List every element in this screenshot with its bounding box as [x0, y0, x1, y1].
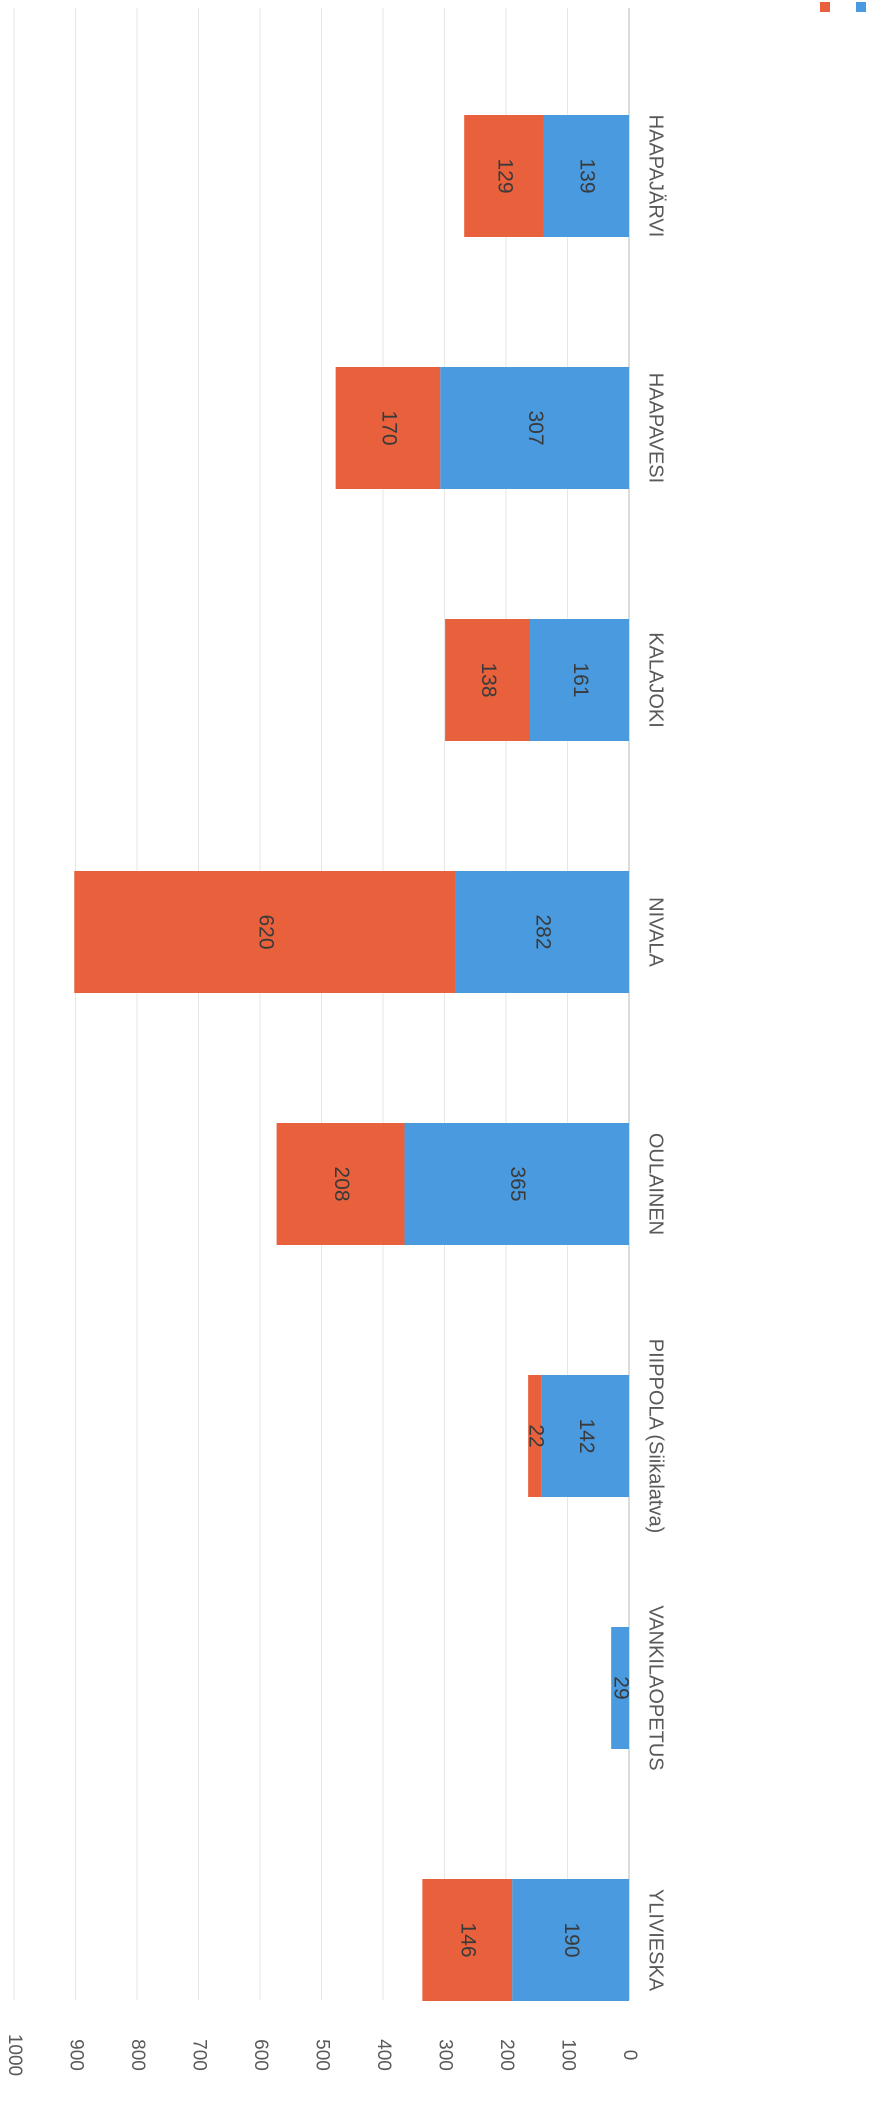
y-tick-label: 200 [496, 2039, 517, 2071]
data-label: 307 [524, 410, 547, 445]
data-label: 29 [610, 1676, 633, 1699]
data-label: 139 [576, 158, 599, 193]
y-tick-label: 0 [619, 2050, 640, 2061]
gridlines [13, 8, 630, 2000]
data-label: 22 [524, 1424, 547, 1447]
y-axis-ticks: 0 100 200 300 400 500 600 700 800 900 1000 [4, 2034, 640, 2076]
data-label: 129 [493, 158, 516, 193]
bar-segment [440, 367, 629, 489]
category-label: VANKILAOPETUS [645, 1605, 667, 1770]
category-label: OULAINEN [645, 1133, 667, 1235]
category-labels: HAAPAJÄRVI HAAPAVESI KALAJOKI NIVALA OULAINE… [645, 115, 667, 1992]
bar-segment [541, 1375, 629, 1497]
y-tick-label: 800 [127, 2039, 148, 2071]
y-tick-label: 600 [250, 2039, 271, 2071]
y-tick-label: 900 [65, 2039, 86, 2071]
bar-segment [74, 871, 456, 993]
legend-swatch [856, 2, 866, 12]
bar-segment [529, 619, 629, 741]
category-label: PIIPPOLA (Siikalatva) [645, 1339, 667, 1534]
category-label: YLIVIESKA [645, 1889, 667, 1992]
bar-segment [611, 1627, 629, 1749]
y-tick-label: 100 [557, 2039, 578, 2071]
data-label: 620 [254, 914, 277, 949]
y-tick-label: 400 [373, 2039, 394, 2071]
data-label: 365 [506, 1166, 529, 1201]
category-label: KALAJOKI [645, 632, 667, 728]
data-label: 146 [457, 1922, 480, 1957]
data-label: 138 [477, 662, 500, 697]
legend [820, 2, 866, 12]
bar-segment [543, 115, 629, 237]
bar-segment [528, 1375, 542, 1497]
y-tick-label: 500 [311, 2039, 332, 2071]
bars: 139 129 307 170 161 138 282 620 365 208 142 22 29 190… [74, 115, 633, 2001]
category-label: NIVALA [645, 897, 667, 967]
bar-segment [445, 619, 530, 741]
category-label: HAAPAJÄRVI [645, 115, 667, 238]
data-label: 190 [560, 1922, 583, 1957]
bar-segment [512, 1879, 629, 2001]
bar-segment [464, 115, 544, 237]
data-label: 142 [575, 1418, 598, 1453]
bar-segment [404, 1123, 629, 1245]
data-label: 282 [532, 914, 555, 949]
bar-segment [335, 367, 441, 489]
data-label: 170 [377, 410, 400, 445]
bar-segment [276, 1123, 405, 1245]
category-label: HAAPAVESI [645, 373, 667, 483]
data-label: 208 [330, 1166, 353, 1201]
bar-segment [455, 871, 629, 993]
y-tick-label: 300 [434, 2039, 455, 2071]
bar-segment [422, 1879, 513, 2001]
legend-swatch [820, 2, 830, 12]
y-tick-label: 700 [188, 2039, 209, 2071]
data-label: 161 [569, 662, 592, 697]
y-tick-label: 1000 [4, 2034, 25, 2076]
